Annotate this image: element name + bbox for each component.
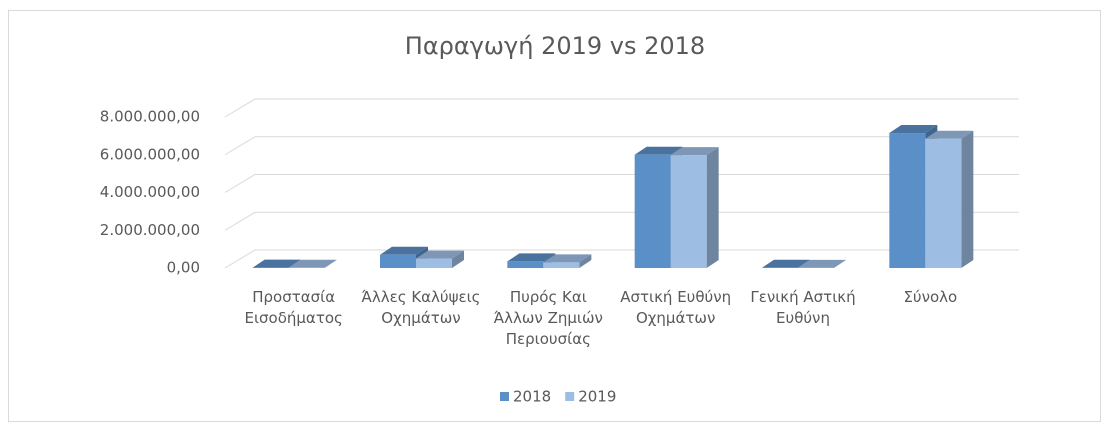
y-tick-label: 6.000.000,00 xyxy=(100,145,200,163)
x-tick-label: Γενική Αστική Ευθύνη xyxy=(750,288,856,327)
bar-top xyxy=(507,253,556,262)
bar-side xyxy=(324,259,337,268)
bar-top xyxy=(634,146,683,155)
legend-label: 2019 xyxy=(578,388,616,406)
bar-top xyxy=(889,125,938,134)
bar-top xyxy=(543,254,592,263)
bar xyxy=(380,254,416,268)
y-tick-label: 0,00 xyxy=(167,259,200,277)
bar-top xyxy=(288,259,337,268)
y-tick-label: 2.000.000,00 xyxy=(100,221,200,239)
bar-side xyxy=(961,130,974,268)
x-tick-label: Σύνολο xyxy=(903,288,958,306)
bar-top xyxy=(798,259,846,268)
bar-top xyxy=(416,250,464,259)
bar xyxy=(507,261,544,268)
x-tick-label: Προστασία Εισοδήματος xyxy=(244,288,343,327)
legend-swatch xyxy=(565,392,575,401)
x-tick-label: Αστική Ευθύνη Οχημάτων xyxy=(620,288,732,327)
grid-line xyxy=(224,136,1019,156)
x-tick-label: Πυρός Και Άλλων Ζημιών Περιουσίας xyxy=(493,288,603,348)
bar xyxy=(670,155,707,268)
bar-top xyxy=(380,246,428,255)
x-tick-label: Άλλες Καλύψεις Οχημάτων xyxy=(361,288,481,327)
bar-top xyxy=(252,259,301,268)
bar xyxy=(925,138,962,268)
grid-line xyxy=(224,174,1019,193)
legend-swatch xyxy=(500,392,509,401)
bar-top xyxy=(762,259,810,268)
legend-label: 2018 xyxy=(513,388,551,406)
grid-line xyxy=(224,98,1019,118)
bar xyxy=(889,133,926,268)
bar-side xyxy=(579,254,592,268)
bar-side xyxy=(834,259,846,268)
bar xyxy=(416,258,452,268)
bar xyxy=(634,154,671,268)
grid-line xyxy=(224,211,1019,231)
bar-side xyxy=(452,250,464,268)
y-tick-label: 4.000.000,00 xyxy=(100,183,200,201)
bar xyxy=(543,262,580,268)
chart-title: Παραγωγή 2019 vs 2018 xyxy=(405,32,705,60)
y-tick-label: 8.000.000,00 xyxy=(100,108,200,126)
bar-side xyxy=(706,147,719,268)
bar-top xyxy=(670,147,719,156)
grid-line xyxy=(224,249,1019,269)
bar-top xyxy=(925,130,974,139)
